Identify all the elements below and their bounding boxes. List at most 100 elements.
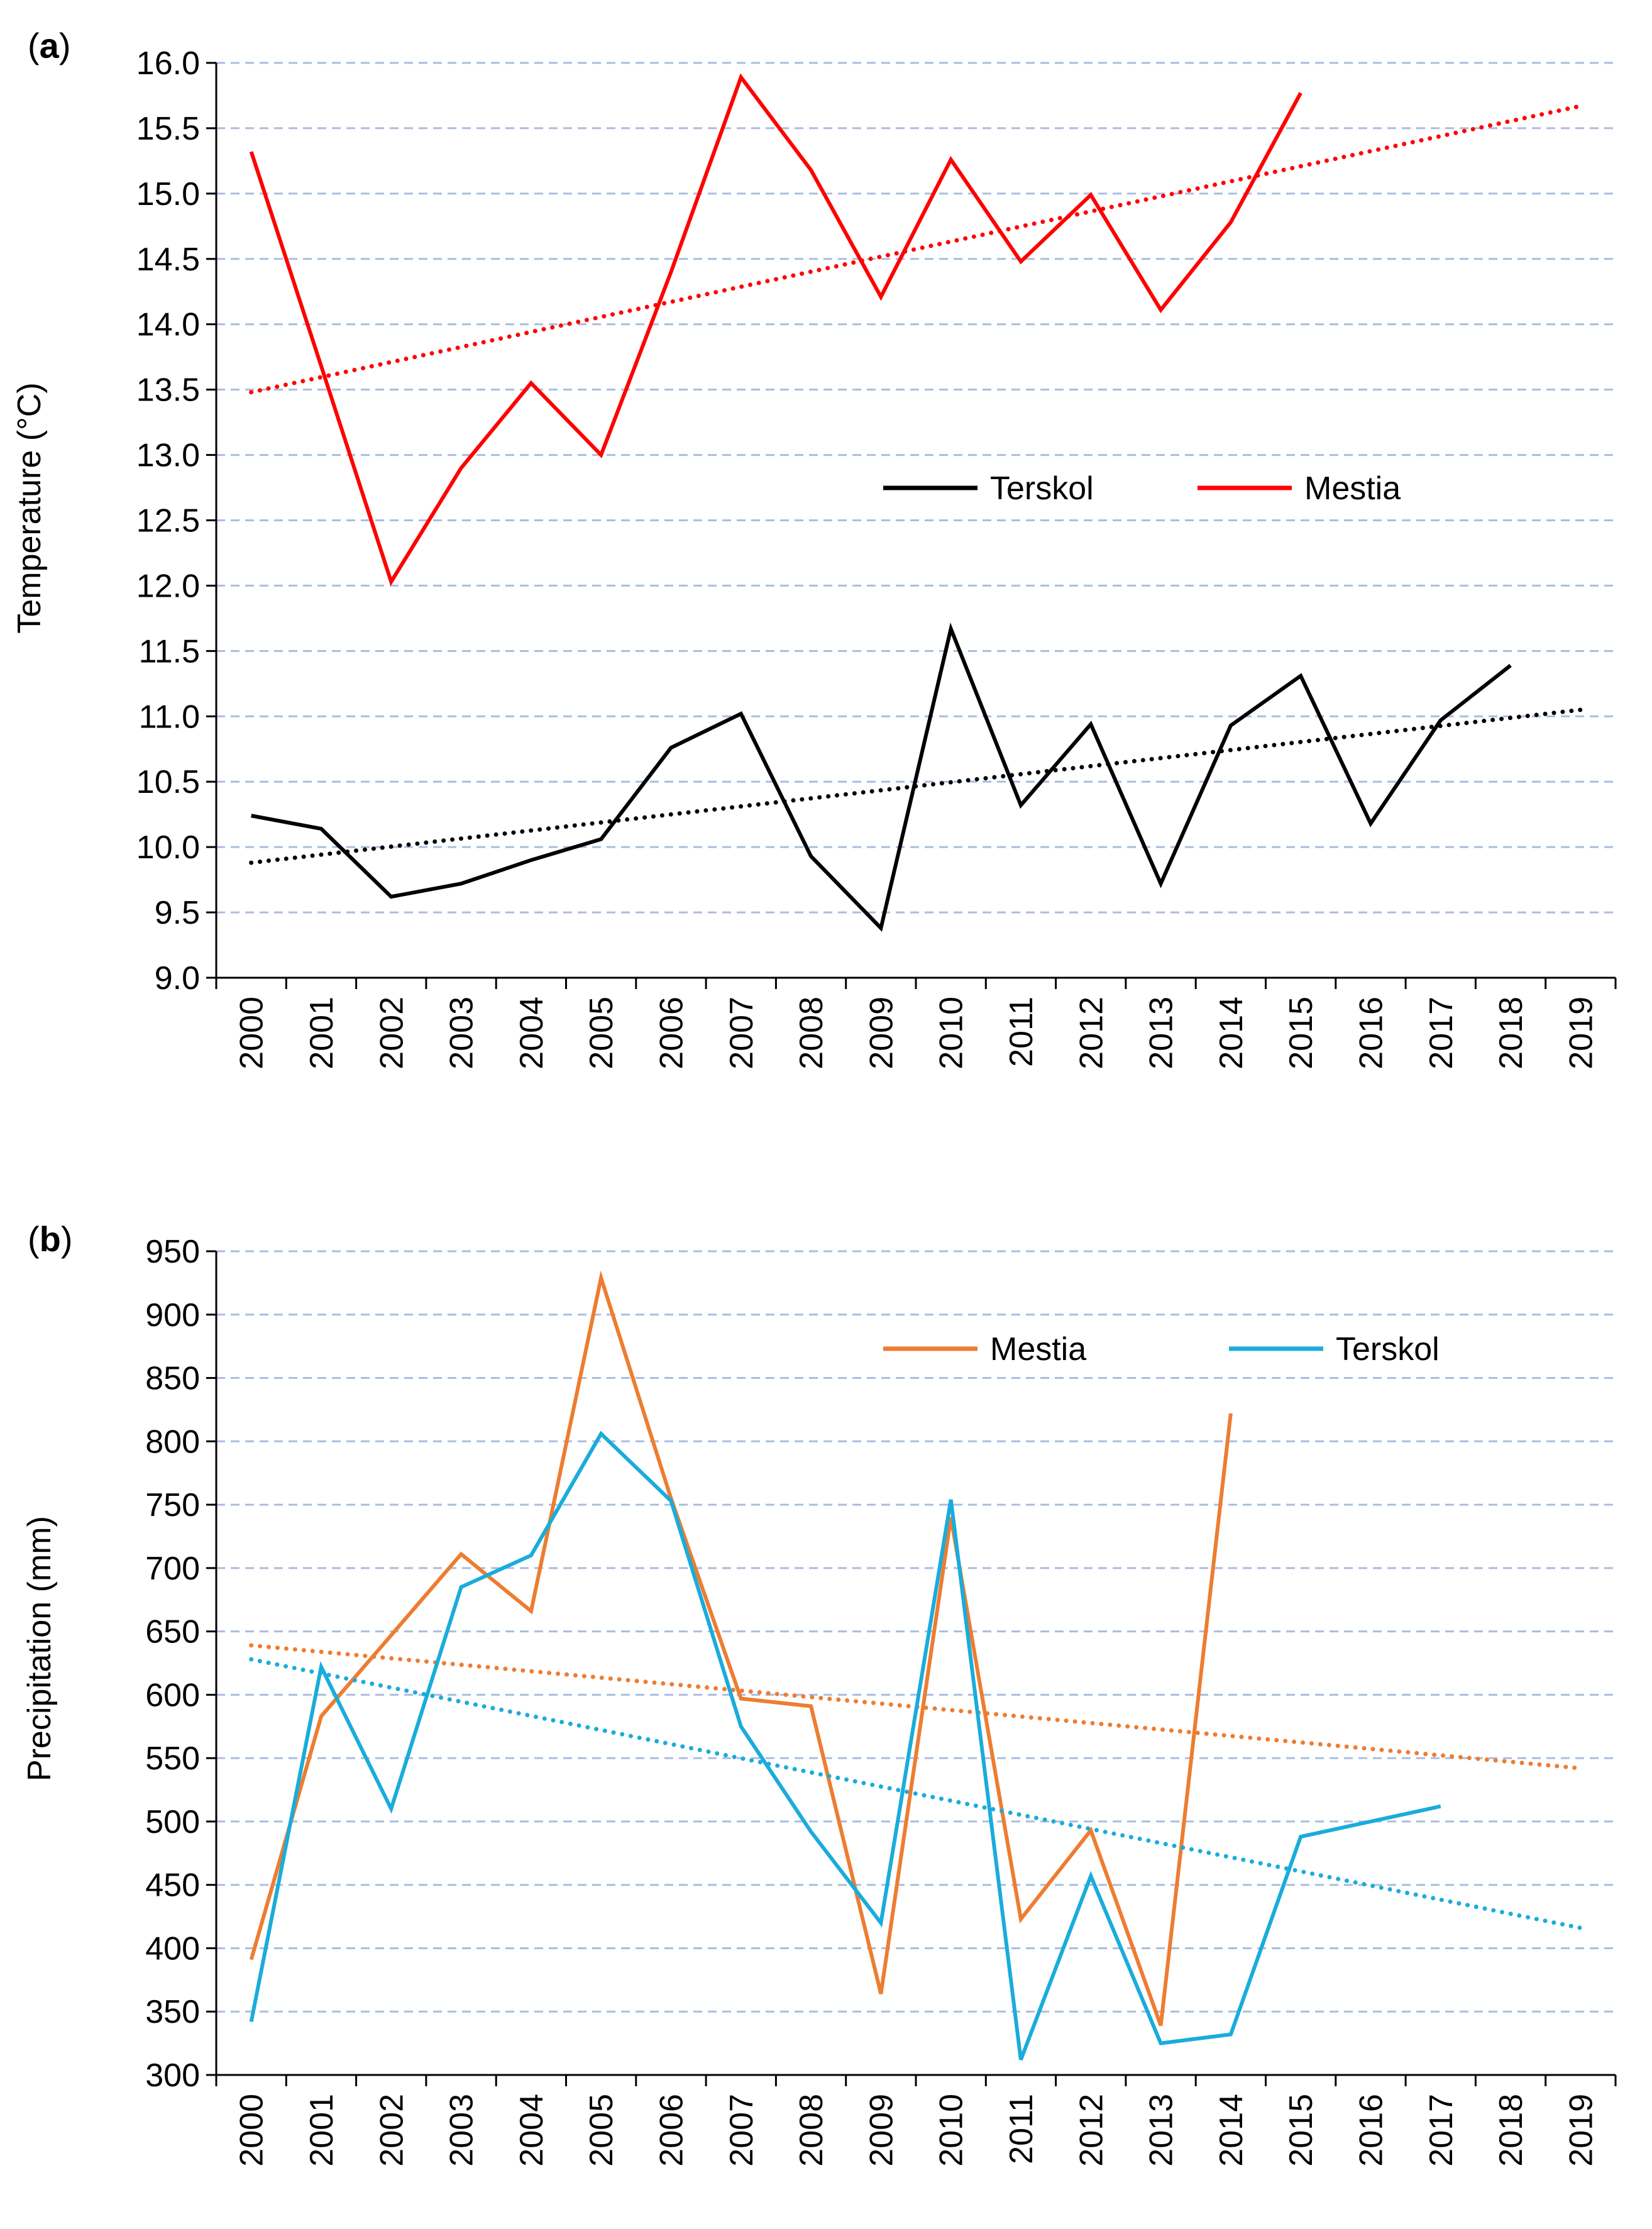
panel-label-close-paren: ) bbox=[61, 1219, 73, 1259]
data-point-terskol bbox=[668, 1498, 673, 1503]
data-point-mestia bbox=[1228, 1411, 1233, 1416]
series-line-mestia bbox=[249, 73, 1302, 587]
data-point-terskol bbox=[319, 1664, 324, 1669]
data-point-mestia bbox=[249, 1957, 254, 1962]
x-tick-label: 2010 bbox=[933, 2094, 970, 2167]
x-tick-label: 2019 bbox=[1563, 997, 1599, 1070]
x-tick-label: 2015 bbox=[1283, 2094, 1319, 2167]
y-tick-label: 16.0 bbox=[136, 45, 200, 82]
x-tick-label: 2004 bbox=[514, 2094, 550, 2167]
data-point-mestia bbox=[808, 1704, 813, 1709]
x-tick-label: 2005 bbox=[583, 997, 620, 1070]
x-tick-label: 2011 bbox=[1003, 2094, 1040, 2164]
data-point-terskol bbox=[739, 1724, 744, 1729]
data-point-terskol bbox=[1298, 1834, 1303, 1839]
data-point-mestia bbox=[668, 270, 673, 275]
data-point-mestia bbox=[1159, 307, 1164, 313]
data-point-mestia bbox=[949, 157, 954, 162]
legend-label-terskol: Terskol bbox=[1336, 1331, 1440, 1368]
data-point-terskol bbox=[249, 813, 254, 818]
y-tick-label: 400 bbox=[145, 1930, 200, 1967]
x-tick-label: 2003 bbox=[444, 2094, 480, 2167]
data-point-terskol bbox=[388, 894, 394, 899]
y-tick-label: 700 bbox=[145, 1551, 200, 1587]
legend-label-mestia: Mestia bbox=[990, 1331, 1086, 1368]
x-tick-label: 2001 bbox=[304, 997, 340, 1070]
series-line-terskol bbox=[251, 622, 1512, 932]
data-point-terskol bbox=[1298, 673, 1303, 678]
data-point-mestia bbox=[388, 579, 394, 584]
data-point-terskol bbox=[1018, 2057, 1023, 2062]
panel-label: (a) bbox=[28, 26, 70, 65]
panel-label-letter: a bbox=[40, 26, 60, 65]
y-tick-label: 950 bbox=[145, 1234, 200, 1270]
data-point-terskol bbox=[808, 1829, 813, 1834]
x-tick-label: 2013 bbox=[1143, 2094, 1180, 2167]
x-tick-label: 2016 bbox=[1353, 997, 1389, 1070]
panel-label: (b) bbox=[28, 1219, 73, 1259]
y-tick-label: 12.5 bbox=[136, 503, 200, 539]
x-tick-label: 2006 bbox=[653, 2094, 690, 2167]
y-tick-label: 750 bbox=[145, 1487, 200, 1524]
series-line-terskol bbox=[249, 1430, 1441, 2060]
y-tick-label: 900 bbox=[145, 1297, 200, 1334]
y-axis-title: Temperature (°C) bbox=[11, 382, 48, 633]
y-tick-label: 650 bbox=[145, 1614, 200, 1651]
data-point-mestia bbox=[319, 363, 324, 368]
x-tick-label: 2003 bbox=[444, 997, 480, 1070]
x-tick-label: 2013 bbox=[1143, 997, 1180, 1070]
data-point-terskol bbox=[529, 1553, 534, 1558]
data-point-terskol bbox=[1088, 722, 1093, 727]
x-tick-label: 2012 bbox=[1073, 2094, 1110, 2167]
x-tick-label: 2010 bbox=[933, 997, 970, 1070]
y-tick-label: 12.0 bbox=[136, 568, 200, 604]
trendline-mestia bbox=[249, 104, 1583, 395]
data-point-terskol bbox=[529, 858, 534, 863]
y-tick-label: 10.5 bbox=[136, 764, 200, 800]
data-point-terskol bbox=[668, 745, 673, 750]
data-point-mestia bbox=[1228, 220, 1233, 225]
data-point-mestia bbox=[878, 294, 883, 299]
y-tick-label: 11.0 bbox=[139, 699, 200, 735]
y-tick-label: 10.0 bbox=[136, 829, 200, 866]
x-tick-label: 2014 bbox=[1213, 2094, 1250, 2167]
y-tick-label: 800 bbox=[145, 1424, 200, 1460]
x-tick-label: 2011 bbox=[1003, 997, 1040, 1067]
panel-label-open-paren: ( bbox=[28, 1219, 40, 1259]
series-line-mestia bbox=[249, 1270, 1233, 2027]
x-tick-label: 2007 bbox=[724, 997, 760, 1070]
panel-label-letter: b bbox=[40, 1219, 61, 1259]
data-point-mestia bbox=[1298, 91, 1303, 96]
panel-b-precipitation-chart: 300 350 400 450 500 550 600 650 700 750 800 850 900 9… bbox=[21, 1219, 1617, 2167]
y-tick-label: 14.5 bbox=[136, 241, 200, 278]
data-point-terskol bbox=[388, 1806, 394, 1811]
data-point-terskol bbox=[1159, 2041, 1164, 2046]
data-point-terskol bbox=[739, 711, 744, 716]
data-point-terskol bbox=[1228, 723, 1233, 728]
y-tick-label: 15.0 bbox=[136, 176, 200, 213]
x-tick-label: 2004 bbox=[514, 997, 550, 1070]
y-tick-label: 9.5 bbox=[155, 895, 200, 931]
x-tick-label: 2005 bbox=[583, 2094, 620, 2167]
data-point-mestia bbox=[249, 149, 254, 154]
data-point-terskol bbox=[249, 2019, 254, 2024]
data-point-terskol bbox=[1018, 803, 1023, 808]
x-tick-label: 2014 bbox=[1213, 997, 1250, 1070]
x-tick-label: 2002 bbox=[373, 2094, 410, 2167]
data-point-mestia bbox=[598, 453, 603, 458]
y-tick-label: 850 bbox=[145, 1361, 200, 1397]
data-point-terskol bbox=[319, 826, 324, 831]
data-point-mestia bbox=[878, 1991, 883, 1996]
data-point-mestia bbox=[1159, 2023, 1164, 2028]
y-tick-label: 13.0 bbox=[136, 438, 200, 474]
x-tick-label: 2017 bbox=[1423, 2094, 1460, 2167]
x-tick-label: 2017 bbox=[1423, 997, 1460, 1070]
data-point-terskol bbox=[1438, 718, 1443, 723]
data-point-mestia bbox=[808, 167, 813, 172]
x-tick-label: 2007 bbox=[724, 2094, 760, 2167]
legend-label-terskol: Terskol bbox=[990, 470, 1094, 507]
x-tick-label: 2015 bbox=[1283, 997, 1319, 1070]
data-point-mestia bbox=[1018, 1916, 1023, 1922]
data-point-mestia bbox=[319, 1714, 324, 1719]
